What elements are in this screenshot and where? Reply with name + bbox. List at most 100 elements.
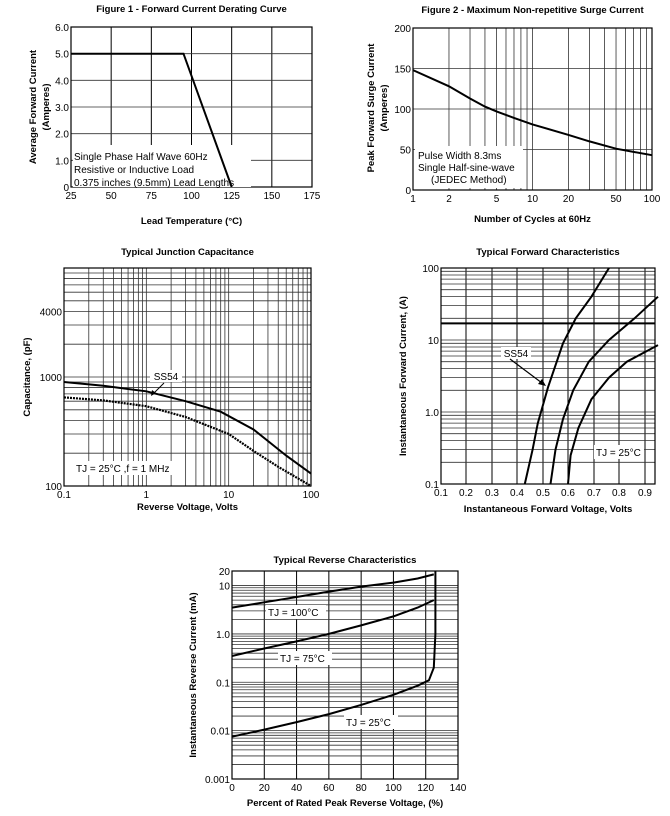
annotation-text: 0.375 inches (9.5mm) Lead Lengths bbox=[74, 178, 234, 189]
annotation-text: TJ = 25°C ,f = 1 MHz bbox=[76, 464, 169, 475]
y-tick-label: 100 bbox=[394, 105, 411, 116]
x-axis-label: Number of Cycles at 60Hz bbox=[474, 214, 591, 225]
gridlines bbox=[63, 267, 312, 487]
x-tick-label: 25 bbox=[65, 191, 77, 202]
y-tick-label: 0.1 bbox=[425, 480, 439, 491]
x-tick-label: 10 bbox=[527, 194, 539, 205]
x-tick-label: 50 bbox=[610, 194, 622, 205]
series-line-1 bbox=[231, 599, 435, 657]
annotations: SS54 TJ = 25°C ,f = 1 MHz bbox=[73, 370, 182, 475]
x-tick-label: 40 bbox=[291, 783, 303, 794]
annotation-text: Resistive or Inductive Load bbox=[74, 165, 194, 176]
x-tick-label: 0.1 bbox=[434, 488, 448, 499]
arrow-icon bbox=[509, 358, 543, 384]
x-tick-label: 20 bbox=[259, 783, 271, 794]
y-axis-label: Average Forward Current bbox=[28, 49, 39, 164]
chart-title: Typical Reverse Characteristics bbox=[274, 555, 417, 566]
y-tick-label: 50 bbox=[400, 146, 412, 157]
chart-title: Typical Junction Capacitance bbox=[121, 247, 254, 258]
annotation-box-cover bbox=[415, 148, 523, 188]
x-tick-label: 150 bbox=[263, 191, 280, 202]
x-tick-label: 5 bbox=[494, 194, 500, 205]
x-tick-label: 0.7 bbox=[587, 488, 601, 499]
x-tick-label: 100 bbox=[385, 783, 402, 794]
annotation-box bbox=[278, 651, 332, 665]
y-tick-label: 2.0 bbox=[55, 130, 69, 141]
x-tick-label: 0.1 bbox=[57, 490, 71, 501]
series-line-0 bbox=[412, 69, 653, 157]
y-tick-label: 1.0 bbox=[55, 156, 69, 167]
y-tick-label: 3.0 bbox=[55, 103, 69, 114]
y-axis-label: Instantaneous Forward Current, (A) bbox=[398, 296, 409, 456]
y-tick-label: 1.0 bbox=[425, 408, 439, 419]
x-tick-label: 0 bbox=[229, 783, 235, 794]
x-tick-label: 0.8 bbox=[612, 488, 626, 499]
y-tick-label: 0.01 bbox=[211, 727, 231, 738]
y-tick-label: 1.0 bbox=[216, 630, 230, 641]
x-axis-label: Percent of Rated Peak Reverse Voltage, (… bbox=[247, 798, 443, 809]
x-tick-label: 100 bbox=[644, 194, 661, 205]
x-tick-label: 0.9 bbox=[638, 488, 652, 499]
annotation-box bbox=[266, 605, 326, 619]
annotation-text: Single Phase Half Wave 60Hz bbox=[74, 152, 208, 163]
annotation-text: TJ = 25°C bbox=[596, 448, 641, 459]
x-tick-label: 0.3 bbox=[485, 488, 499, 499]
arrowhead-icon bbox=[538, 379, 546, 386]
x-axis-label: Reverse Voltage, Volts bbox=[137, 502, 238, 513]
annotation-text: TJ = 100°C bbox=[268, 608, 318, 619]
x-tick-label: 50 bbox=[106, 191, 118, 202]
y-tick-label: 10 bbox=[428, 336, 440, 347]
annotation-box bbox=[344, 715, 398, 729]
annotation-text: TJ = 25°C bbox=[346, 718, 391, 729]
annotations: Single Phase Half Wave 60Hz Resistive or … bbox=[73, 145, 251, 189]
series-label-ss54: SS54 bbox=[504, 349, 529, 360]
annotation-text: Single Half-sine-wave bbox=[418, 163, 515, 174]
plot-frame bbox=[231, 570, 459, 780]
x-tick-label: 0.4 bbox=[510, 488, 524, 499]
annotation-box bbox=[73, 461, 177, 475]
x-tick-label: 20 bbox=[563, 194, 575, 205]
series-line-0 bbox=[71, 52, 233, 188]
x-tick-label: 140 bbox=[450, 783, 467, 794]
x-tick-label: 10 bbox=[223, 490, 235, 501]
y-axis-label-units: (Amperes) bbox=[379, 85, 390, 132]
annotation-text: Pulse Width 8.3ms bbox=[418, 151, 501, 162]
chart-title: Typical Forward Characteristics bbox=[476, 247, 619, 258]
y-tick-label: 0.1 bbox=[216, 678, 230, 689]
chart-fig1: Figure 1 - Forward Current Derating Curv… bbox=[28, 4, 321, 227]
series-line-1 bbox=[63, 396, 312, 487]
annotation-text: TJ = 75°C bbox=[280, 654, 325, 665]
annotations: SS54 TJ = 25°C bbox=[501, 347, 644, 459]
chart-rev: Typical Reverse Characteristics 0 20 40 60 80… bbox=[188, 555, 467, 809]
y-tick-label: 100 bbox=[422, 264, 439, 275]
y-tick-label: 0.001 bbox=[205, 775, 230, 786]
series-line-2 bbox=[567, 344, 659, 485]
x-tick-label: 60 bbox=[323, 783, 335, 794]
chart-cap: Typical Junction Capacitance 0.1 1 10 100 100… bbox=[22, 247, 320, 513]
series-line-0 bbox=[523, 267, 610, 485]
series-line-0 bbox=[63, 381, 312, 475]
x-tick-label: 2 bbox=[446, 194, 452, 205]
x-tick-label: 0.6 bbox=[561, 488, 575, 499]
y-tick-label: 0 bbox=[405, 186, 411, 197]
y-tick-label: 4.0 bbox=[55, 76, 69, 87]
x-tick-label: 100 bbox=[183, 191, 200, 202]
x-tick-label: 1 bbox=[144, 490, 150, 501]
y-tick-label: 5.0 bbox=[55, 50, 69, 61]
y-axis-label-units: (Amperes) bbox=[41, 84, 52, 131]
series-line-1 bbox=[549, 295, 659, 485]
annotation-box bbox=[594, 445, 644, 459]
y-axis-label: Capacitance, (pF) bbox=[22, 337, 33, 416]
plot-frame bbox=[63, 267, 312, 487]
plot-frame bbox=[412, 27, 653, 191]
annotations: TJ = 100°C TJ = 75°C TJ = 25°C bbox=[266, 605, 398, 729]
x-tick-label: 75 bbox=[146, 191, 158, 202]
y-axis-label: Instantaneous Reverse Current (mA) bbox=[188, 592, 199, 757]
y-tick-label: 4000 bbox=[40, 307, 63, 318]
y-tick-label: 200 bbox=[394, 24, 411, 35]
series-label-ss54: SS54 bbox=[154, 372, 179, 383]
chart-title: Figure 1 - Forward Current Derating Curv… bbox=[96, 4, 287, 15]
x-tick-label: 1 bbox=[410, 194, 416, 205]
